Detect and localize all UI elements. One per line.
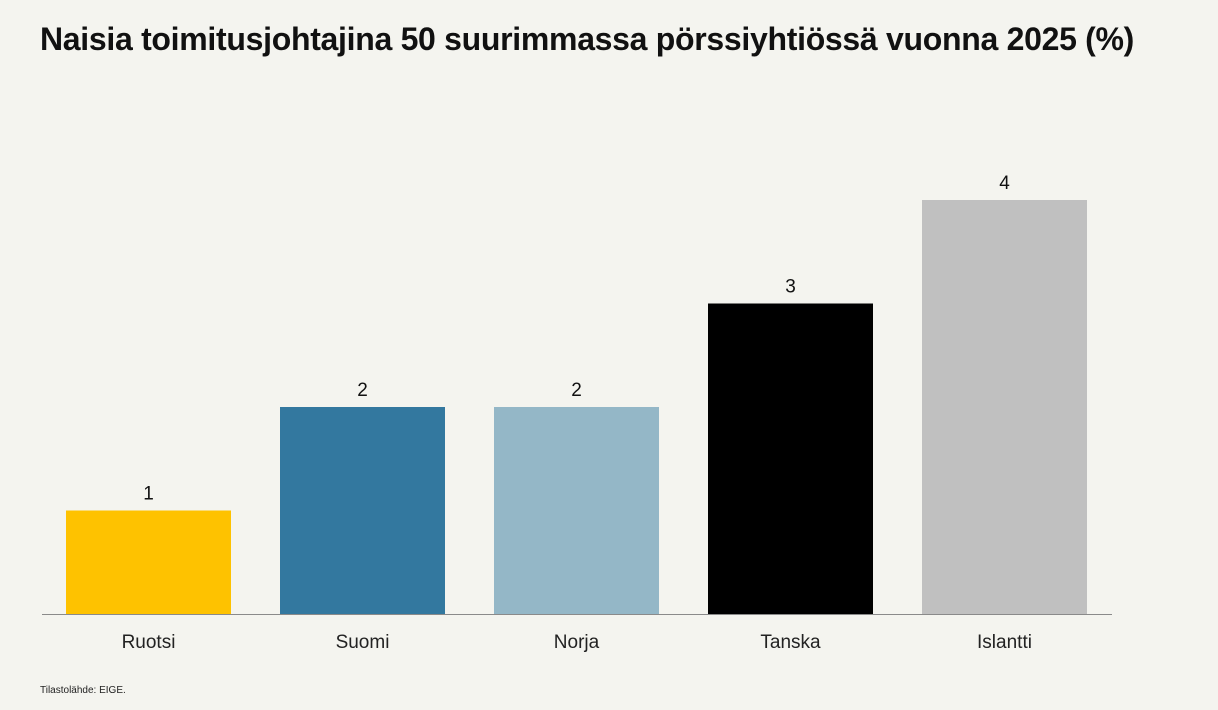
value-label-suomi: 2	[357, 380, 368, 401]
category-label-islantti: Islantti	[977, 632, 1032, 653]
category-label-ruotsi: Ruotsi	[122, 632, 176, 653]
value-label-norja: 2	[571, 380, 582, 401]
bar-tanska	[708, 303, 873, 614]
bar-norja	[494, 407, 659, 614]
category-label-suomi: Suomi	[336, 632, 390, 653]
value-labels-group: 1 2 2 3 4	[143, 173, 1010, 505]
value-label-tanska: 3	[785, 277, 796, 298]
bar-islantti	[922, 200, 1087, 614]
bar-suomi	[280, 407, 445, 614]
source-note: Tilastolähde: EIGE.	[40, 685, 126, 696]
chart-title: Naisia toimitusjohtajina 50 suurimmassa …	[40, 21, 1135, 57]
value-label-ruotsi: 1	[143, 484, 154, 505]
category-labels-group: Ruotsi Suomi Norja Tanska Islantti	[122, 632, 1032, 653]
bar-ruotsi	[66, 510, 231, 614]
value-label-islantti: 4	[999, 173, 1010, 194]
bars-group	[66, 200, 1087, 614]
category-label-norja: Norja	[554, 632, 600, 653]
category-label-tanska: Tanska	[760, 632, 821, 653]
